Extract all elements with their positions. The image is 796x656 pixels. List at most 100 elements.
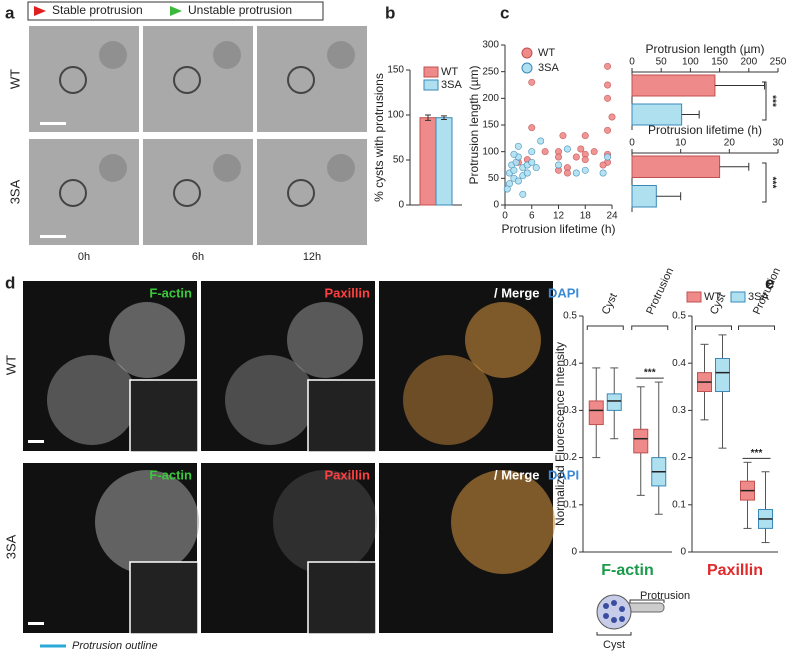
group-label: Cyst: [600, 291, 620, 316]
x-tick-label: 0: [629, 138, 635, 149]
x-tick-label: 24: [606, 211, 618, 222]
y-tick-label: 0: [493, 200, 499, 211]
time-label: 12h: [303, 251, 321, 263]
point: [563, 169, 571, 177]
red-arrow: [34, 6, 46, 16]
point: [537, 137, 545, 145]
x-tick-label: 50: [656, 57, 668, 68]
cyst-image: [287, 66, 315, 94]
scale-bar: [40, 122, 66, 125]
row-label: WT: [7, 69, 22, 89]
group-bracket: [738, 325, 775, 330]
panel-d-images: WT F-actin Paxillin DAPI / Merge 3SA F-actin P…: [3, 279, 579, 635]
bracket: [596, 632, 632, 636]
diagram-label: Protrusion: [640, 590, 690, 602]
point: [604, 153, 612, 161]
row-label: 3SA: [7, 179, 22, 204]
group-bracket: [586, 325, 624, 330]
box: [588, 400, 604, 426]
channel-label: Paxillin: [324, 467, 370, 482]
legend-label: WT: [704, 291, 721, 303]
inset: [129, 379, 199, 453]
point: [604, 94, 612, 102]
y-axis-label: % cysts with protrusions: [372, 73, 386, 202]
x-tick-label: 200: [740, 57, 757, 68]
cyst-image: [173, 179, 201, 207]
legend-label: 3SA: [538, 62, 559, 74]
y-tick-label: 0: [571, 547, 577, 558]
scale-bar: [28, 622, 44, 625]
x-tick-label: 100: [682, 57, 699, 68]
panel-letters: a b c d e: [5, 3, 774, 292]
point: [541, 148, 549, 156]
point: [554, 161, 562, 169]
micrograph: [141, 137, 255, 247]
row-label: WT: [3, 355, 18, 375]
point: [577, 145, 585, 153]
point: [514, 177, 522, 185]
x-tick-label: 18: [580, 211, 592, 222]
micrograph: [255, 137, 369, 247]
scale-bar: [40, 235, 66, 238]
panel-a-legend: Stable protrusion Unstable protrusion: [27, 1, 324, 21]
legend-swatch: [686, 291, 702, 303]
point: [563, 145, 571, 153]
significance: ***: [644, 368, 656, 379]
group-label: Protrusion: [644, 266, 676, 317]
y-tick-label: 0.4: [563, 358, 577, 369]
bar: [435, 117, 453, 206]
panel-letter: e: [765, 273, 774, 292]
error-bar: [714, 81, 766, 90]
significance: ***: [751, 448, 763, 459]
bar: [631, 103, 683, 126]
point: [510, 150, 518, 158]
panel-letter: b: [385, 3, 395, 22]
panel-letter: d: [5, 273, 15, 292]
y-axis-label: Protrusion length (µm): [467, 66, 481, 185]
point: [604, 81, 612, 89]
channel-label: DAPI: [548, 467, 579, 482]
y-tick-label: 0: [680, 547, 686, 558]
panel-d-legend: Protrusion outline: [40, 640, 158, 652]
panel-letter: c: [500, 3, 509, 22]
cyst-image: [59, 179, 87, 207]
error-bar: [719, 162, 750, 171]
point: [581, 132, 589, 140]
point: [503, 185, 511, 193]
cyst-image: [47, 355, 137, 445]
green-arrow: [170, 6, 182, 16]
legend-swatch: [730, 291, 746, 303]
scale-bar: [28, 440, 44, 443]
panel-letter: a: [5, 3, 15, 22]
point: [581, 166, 589, 174]
x-tick-label: 250: [770, 57, 787, 68]
point: [604, 62, 612, 70]
legend-text: Protrusion outline: [72, 640, 158, 652]
y-tick-label: 0.1: [672, 499, 686, 510]
x-axis-label: Protrusion lifetime (h): [501, 222, 615, 236]
bar: [631, 155, 721, 178]
cyst-image: [95, 470, 199, 574]
point: [528, 148, 536, 156]
y-tick-label: 200: [482, 93, 499, 104]
y-tick-label: 0.2: [563, 452, 577, 463]
blob: [213, 154, 241, 182]
error-bar: [441, 115, 447, 120]
bracket: [762, 162, 767, 203]
group-bracket: [695, 325, 732, 330]
bar: [631, 74, 716, 97]
bracket: [762, 81, 767, 121]
point: [599, 161, 607, 169]
error-bar: [681, 110, 700, 119]
box: [633, 428, 649, 454]
point: [528, 158, 536, 166]
x-tick-label: 0: [502, 211, 508, 222]
chart-title: Protrusion lifetime (h): [648, 123, 762, 137]
point: [608, 113, 616, 121]
y-tick-label: 250: [482, 66, 499, 77]
bar: [631, 185, 657, 208]
cyst-image: [451, 470, 555, 574]
y-tick-label: 300: [482, 40, 499, 51]
inset: [129, 561, 199, 635]
